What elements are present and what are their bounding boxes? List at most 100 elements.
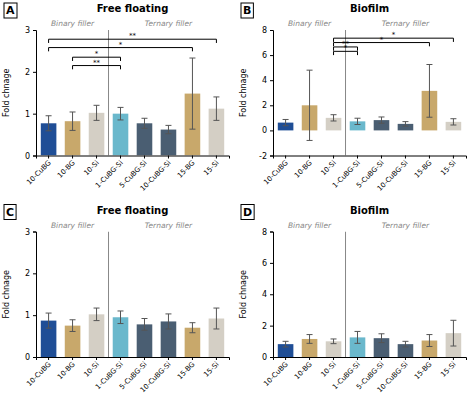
panel-label-group: B [241,3,253,18]
error-bar-stem [192,323,193,333]
tick-mark [270,263,273,264]
error-bar [94,308,100,321]
bar [137,123,153,155]
tick-label: 10-BG [293,360,314,381]
tick-mark [381,156,382,159]
tick-mark [168,357,169,360]
tick-mark [333,156,334,159]
error-bar-cap [189,322,195,323]
bar [113,114,129,156]
error-bar [426,335,432,347]
panel-label-group: A [4,3,17,18]
error-bar-cap [283,119,289,120]
error-bar-stem [144,319,145,331]
error-bar [94,105,100,120]
tick-label: 8 [262,228,267,237]
tick: 10-CuBG [25,357,52,388]
tick-label: 15-Si [202,360,220,378]
tick-mark [357,156,358,159]
error-bar-stem [96,308,97,321]
tick-label: 10-CuBG [262,360,289,387]
axis-line [270,31,274,157]
error-bar-cap [402,121,408,122]
error-bar-cap [70,111,76,112]
title: Biofilm [350,205,389,216]
error-bar [283,341,289,347]
significance-label: * [392,31,396,39]
plot-area: *****Binary fillerTernary filler-2024681… [259,19,466,193]
axis-line [37,156,230,159]
tick-label: 10-CuBG-Si [376,360,410,394]
error-bar-stem [285,119,286,125]
error-bar-cap [165,313,171,314]
error-bar-stem [48,116,49,131]
error-bar-stem [192,58,193,129]
tick-mark [285,357,286,360]
error-bar [355,331,361,343]
x-axis: 10-CuBG10-BG10-Si1-CuBG-Si5-CuBG-Si10-Cu… [262,357,466,394]
tick-mark [270,80,273,81]
tick-mark [453,156,454,159]
error-bar [378,117,384,123]
tick-mark [270,326,273,327]
error-bar-cap [70,331,76,332]
error-bar-cap [450,346,456,347]
error-bar [118,107,124,120]
error-bar [450,320,456,346]
tick-mark [270,294,273,295]
tick: 10-BG [56,357,77,381]
error-bar-cap [355,124,361,125]
error-bar-cap [118,107,124,108]
error-bar-cap [189,58,195,59]
error-bar [283,119,289,125]
error-bar-cap [331,343,337,344]
error-bar-cap [213,96,219,97]
tick-mark [429,357,430,360]
tick: 10-BG [293,357,314,381]
error-bar-cap [189,332,195,333]
texts: ******Binary fillerTernary filler [51,19,193,67]
title: Free floating [97,205,169,216]
error-bar [70,320,76,332]
error-bar-cap [165,133,171,134]
error-bar-stem [216,97,217,120]
error-bar-stem [120,311,121,324]
group-label: Binary filler [288,19,332,28]
error-bar-cap [426,346,432,347]
tick-label: 0 [25,152,30,161]
error-bar-cap [118,323,124,324]
error-bar [426,65,432,118]
tick-label: 15-BG [176,159,197,180]
tick-label: 4 [262,76,267,85]
figure: ******Binary fillerTernary filler012310-… [0,0,474,403]
error-bar [141,118,147,128]
tick-label: 1 [25,311,30,320]
error-bar-stem [381,117,382,123]
tick-label: 2 [262,101,267,110]
title: Biofilm [350,3,389,14]
tick-mark [405,156,406,159]
tick: 10-Si [319,156,337,178]
tick-mark [96,156,97,159]
error-bar-stem [405,122,406,127]
tick-mark [33,273,36,274]
error-bar-cap [331,338,337,339]
error-bar-stem [453,119,454,125]
group-label: Binary filler [51,221,95,230]
bar [113,317,129,357]
error-bar-stem [285,341,286,347]
tick-mark [33,357,36,358]
tick: 1 [25,110,36,119]
error-bar-cap [450,320,456,321]
tick-mark [168,156,169,159]
tick: 10-Si [82,357,100,379]
error-bar-stem [429,335,430,347]
error-bar-cap [331,114,337,115]
error-bar-cap [70,130,76,131]
error-bar-cap [118,119,124,120]
bar [89,314,105,357]
tick-label: 10-CuBG [25,159,52,186]
error-bar-cap [46,130,52,131]
marks [278,232,461,358]
tick-mark [309,156,310,159]
